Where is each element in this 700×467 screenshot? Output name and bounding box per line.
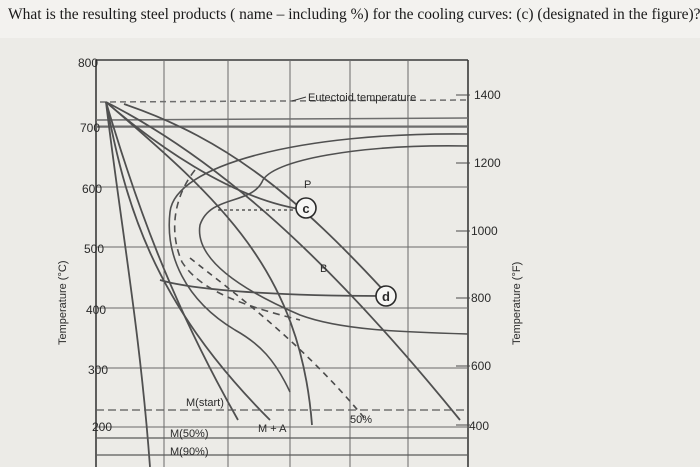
cooling-curves xyxy=(105,101,461,467)
fahrenheit-tick: 1200 xyxy=(474,156,501,170)
celsius-tick: 300 xyxy=(88,363,108,377)
label-m90: M(90%) xyxy=(170,446,209,458)
cooling-curve-slow xyxy=(105,101,313,426)
marker-c-label: c xyxy=(302,201,309,216)
right-axis-ticks xyxy=(456,94,470,426)
grid-frame xyxy=(95,59,469,467)
finish-curve xyxy=(198,145,469,335)
fahrenheit-tick: 600 xyxy=(471,359,491,373)
cooling-curve-d-descent xyxy=(123,103,386,293)
celsius-tick: 400 xyxy=(86,303,106,317)
start-curve xyxy=(168,133,469,393)
question-text: What is the resulting steel products ( n… xyxy=(8,6,700,23)
marker-c: c xyxy=(295,197,317,219)
eutectoid-leader xyxy=(291,96,307,102)
cooling-curve-fastest xyxy=(105,101,151,467)
fahrenheit-tick-labels: 1400 1200 1000 800 600 400 xyxy=(469,88,501,433)
dashed-cooling-curve xyxy=(189,257,367,421)
fahrenheit-tick: 1000 xyxy=(471,224,498,238)
fahrenheit-tick: 400 xyxy=(469,419,489,433)
cooling-curve-d xyxy=(159,279,385,297)
label-m-plus-a: M + A xyxy=(258,423,287,435)
fahrenheit-tick: 800 xyxy=(471,291,491,305)
grid-lines xyxy=(96,60,468,467)
eutectoid-label: Eutectoid temperature xyxy=(308,92,416,104)
celsius-tick-labels: 800 700 600 500 400 300 200 xyxy=(78,56,112,434)
fahrenheit-tick: 1400 xyxy=(474,88,501,102)
cooling-curve-fast xyxy=(105,101,239,421)
eutectoid-lines xyxy=(95,99,469,128)
cooling-curve-quench xyxy=(105,101,271,421)
celsius-tick: 200 xyxy=(92,420,112,434)
transformation-curves xyxy=(168,133,469,393)
celsius-tick: 700 xyxy=(80,121,100,135)
celsius-tick: 600 xyxy=(82,182,102,196)
marker-d-label: d xyxy=(382,289,390,304)
right-axis-label: Temperature (°F) xyxy=(511,262,523,345)
label-bainite: B xyxy=(320,263,327,275)
celsius-tick: 800 xyxy=(78,56,98,70)
left-axis-label: Temperature (°C) xyxy=(57,261,69,345)
label-m-start: M(start) xyxy=(186,397,224,409)
label-m50: M(50%) xyxy=(170,428,209,440)
label-pearlite: P xyxy=(304,179,311,191)
celsius-tick: 500 xyxy=(84,242,104,256)
label-fifty-percent: 50% xyxy=(350,414,372,426)
martensite-lines xyxy=(96,409,468,456)
cooling-curve-main xyxy=(105,101,461,421)
marker-d: d xyxy=(375,285,397,307)
fifty-percent-curve xyxy=(173,169,301,321)
